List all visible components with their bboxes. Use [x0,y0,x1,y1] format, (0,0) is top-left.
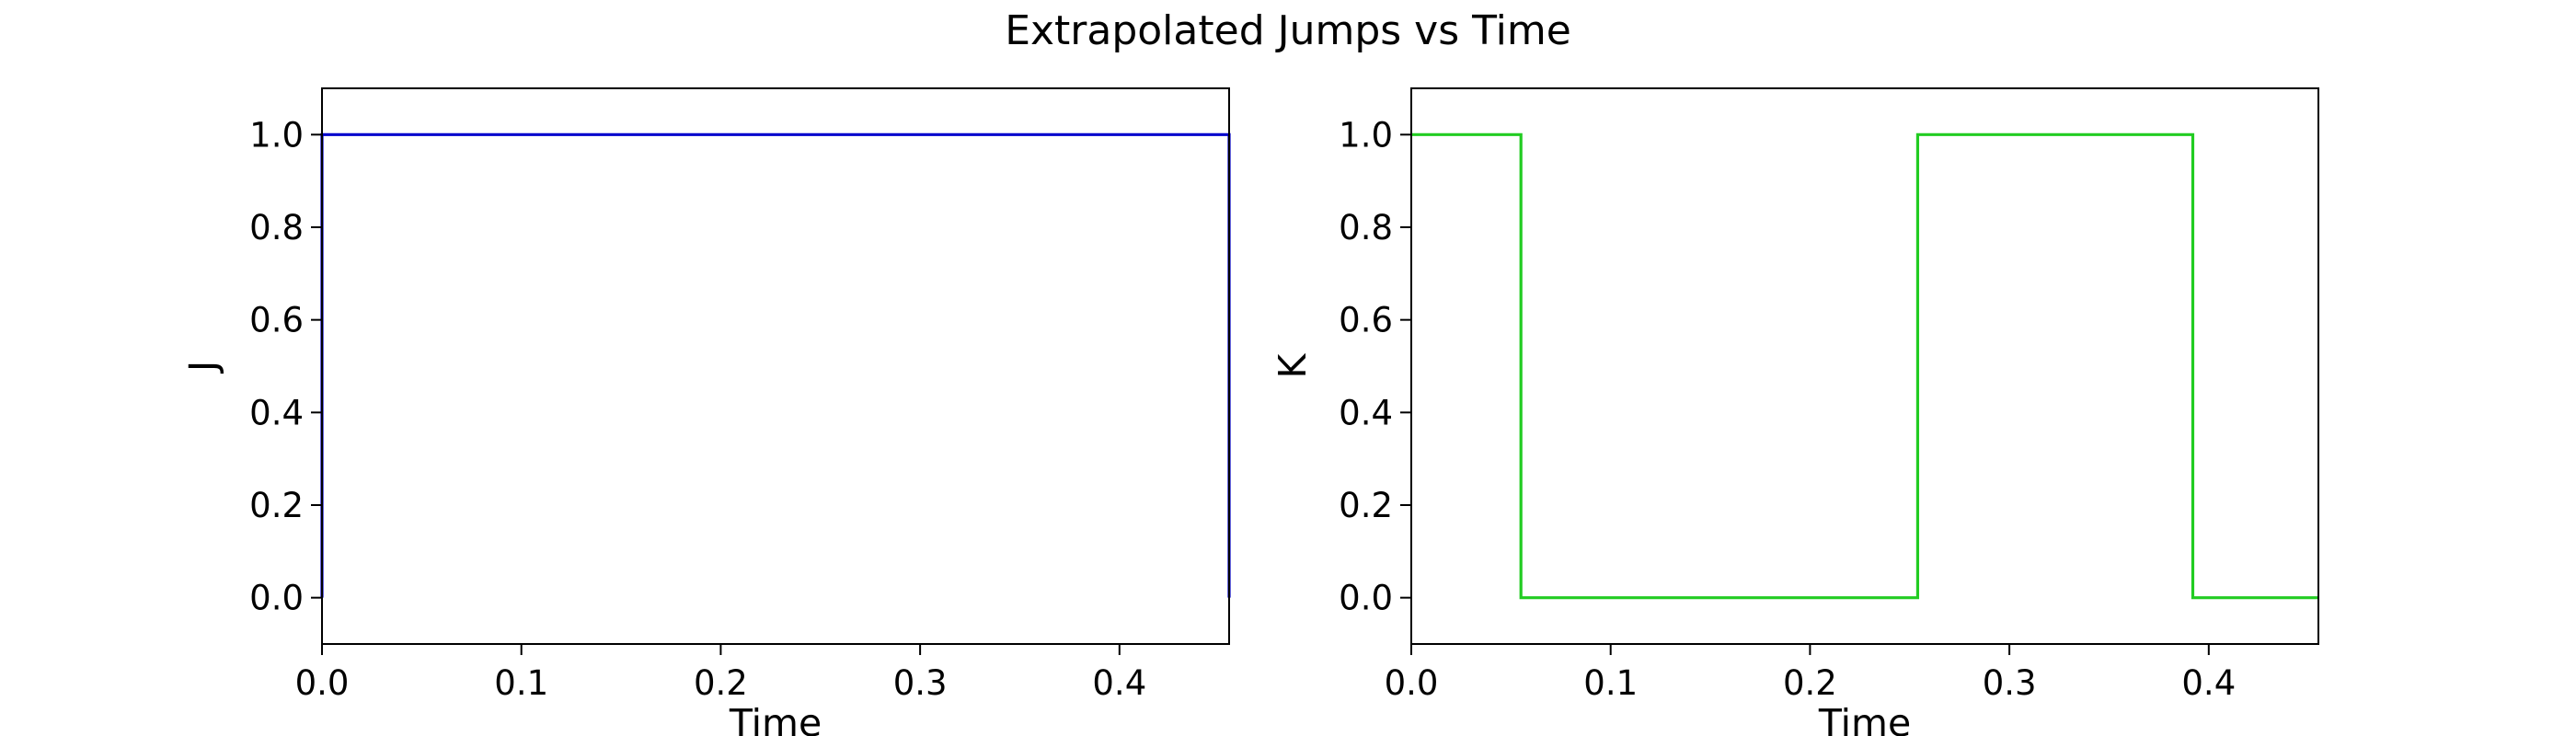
y-tick-label: 0.6 [1339,301,1393,340]
y-tick-label: 0.0 [249,579,304,618]
y-tick-label: 0.8 [1339,208,1393,247]
y-tick-label: 0.2 [1339,486,1393,525]
y-axis-label: K [1271,352,1315,378]
x-tick-label: 0.1 [1583,663,1638,703]
axes-frame [321,87,1230,645]
y-tick-label: 0.6 [249,301,304,340]
x-axis-label: Time [1818,701,1911,736]
y-tick-label: 1.0 [1339,115,1393,155]
series-line-0 [320,132,1231,598]
y-tick-label: 0.4 [249,393,304,432]
axes-frame [1410,87,2319,645]
y-tick-label: 0.4 [1339,393,1393,432]
chart-right-k: 0.0 0.1 0.2 0.3 0.4 0.0 0.2 0.4 0.6 0.8 1.0 Time K [1271,87,2319,736]
y-tick-label: 0.8 [249,208,304,247]
x-tick-label: 0.4 [2181,663,2236,703]
y-axis-label: J [181,361,225,374]
x-tick-label: 0.0 [295,663,350,703]
y-tick-label: 0.2 [249,486,304,525]
x-tick-label: 0.0 [1385,663,1439,703]
x-tick-label: 0.2 [694,663,748,703]
x-tick-label: 0.1 [494,663,548,703]
x-axis-label: Time [729,701,822,736]
x-tick-label: 0.2 [1783,663,1837,703]
series-line-0 [1411,132,2318,600]
chart-left-j: 0.0 0.1 0.2 0.3 0.4 0.0 0.2 0.4 0.6 0.8 1.0 Time J [181,87,1231,736]
y-tick-label: 1.0 [249,115,304,155]
x-tick-label: 0.4 [1092,663,1146,703]
figure-title: Extrapolated Jumps vs Time [1005,7,1571,54]
y-tick-label: 0.0 [1339,579,1393,618]
x-tick-label: 0.3 [893,663,948,703]
x-tick-label: 0.3 [1983,663,2037,703]
